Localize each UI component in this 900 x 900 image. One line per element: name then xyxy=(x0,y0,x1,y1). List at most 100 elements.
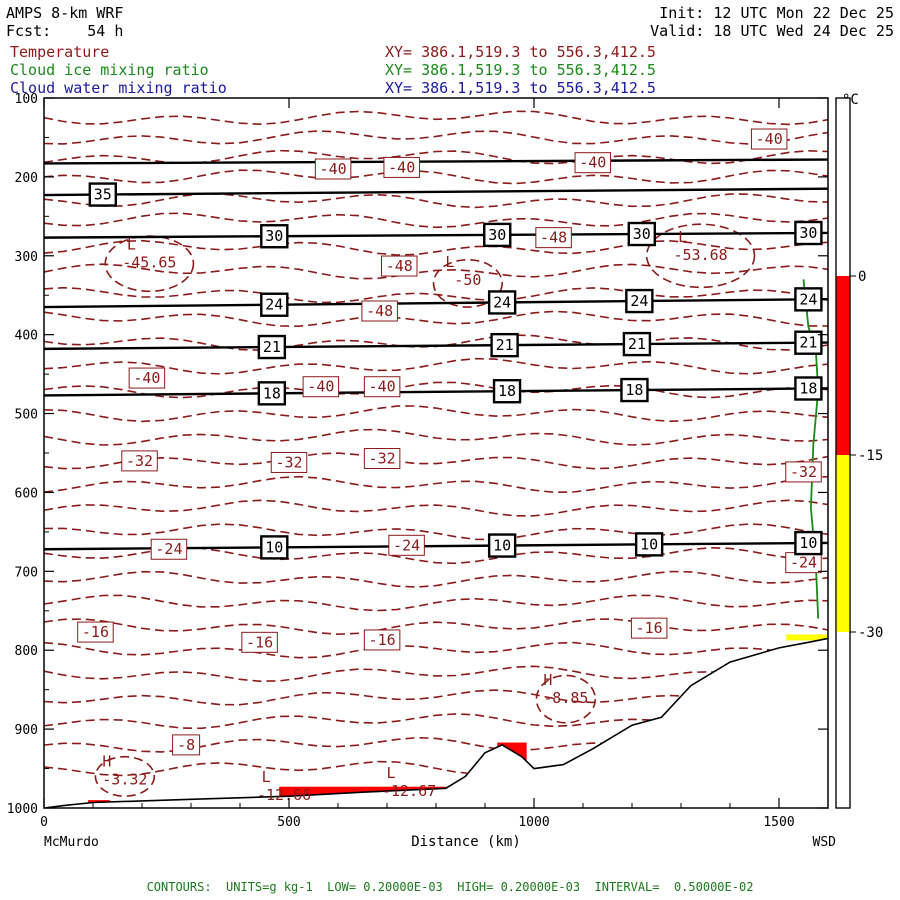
isotherm-loop xyxy=(535,674,597,724)
isotherm-loop xyxy=(645,223,756,289)
solid-contour-label-box xyxy=(622,331,652,357)
isotherm-label: -48 xyxy=(540,229,567,247)
isotherm-label-box xyxy=(535,227,572,249)
isotherm-label-box xyxy=(750,128,788,150)
contour-info: CONTOURS: UNITS=g kg-1 LOW= 0.20000E-03 … xyxy=(146,880,754,894)
solid-contour-label: 18 xyxy=(263,384,281,402)
solid-contour-label-box xyxy=(257,381,287,406)
solid-contour-label: 21 xyxy=(263,338,281,356)
field-name-cloud-ice: Cloud ice mixing ratio xyxy=(10,61,209,79)
extremum-kind: L xyxy=(387,764,396,782)
isotherm-label: -32 xyxy=(275,453,302,471)
isotherm-line xyxy=(44,169,828,185)
isotherm-label: -24 xyxy=(790,554,817,572)
extremum-kind: H xyxy=(543,671,552,689)
solid-contour-label-box xyxy=(260,224,289,249)
solid-contour-label: 30 xyxy=(488,226,506,244)
x-endpoint-right: WSD xyxy=(813,835,837,850)
isotherm-line xyxy=(44,239,828,256)
x-tick-label: 0 xyxy=(40,815,48,830)
terrain-line xyxy=(44,637,828,808)
extremum-value: -53.68 xyxy=(674,246,728,264)
solid-contour-label: 35 xyxy=(94,186,112,204)
colorbar-band-red xyxy=(836,276,850,455)
isotherm-label-box xyxy=(77,621,114,643)
solid-contour-label-box xyxy=(794,530,823,556)
forecast-hour: Fcst: 54 h xyxy=(6,22,124,40)
extremum-value: -45.65 xyxy=(122,254,176,272)
isotherm-line xyxy=(44,310,828,328)
extremum-value: -12.67 xyxy=(382,782,436,800)
isotherm-label-box xyxy=(383,156,420,178)
x-tick-label: 1500 xyxy=(763,815,794,830)
solid-contour-label-box xyxy=(627,221,656,247)
solid-contour-label-box xyxy=(794,287,823,312)
isotherm-line xyxy=(44,110,828,126)
solid-contour-label-box xyxy=(260,292,289,317)
isotherm-label-box xyxy=(361,300,398,322)
isotherm-line xyxy=(44,428,828,446)
isotherm-line xyxy=(44,689,828,706)
solid-contour-label: 18 xyxy=(799,379,817,397)
y-tick-label: 200 xyxy=(15,171,38,186)
solid-contour-label: 24 xyxy=(265,296,283,314)
isotherm-line xyxy=(44,193,828,209)
solid-contour-label: 30 xyxy=(265,227,283,245)
x-endpoint-left: McMurdo xyxy=(44,835,99,850)
isotherm-label: -32 xyxy=(126,452,153,470)
isotherm-label-box xyxy=(363,629,401,651)
solid-contour-line xyxy=(44,297,828,309)
isotherm-label-box xyxy=(785,461,822,483)
field-xy-temperature: XY= 386.1,519.3 to 556.3,412.5 xyxy=(385,43,656,61)
isotherm-label: -40 xyxy=(579,154,606,172)
field-xy-cloud-ice: XY= 386.1,519.3 to 556.3,412.5 xyxy=(385,61,656,79)
isotherm-line xyxy=(44,263,828,280)
solid-contour-label-box xyxy=(88,182,118,207)
isotherm-loop xyxy=(94,755,156,797)
extremum-kind: L xyxy=(445,253,454,271)
solid-contour-label: 30 xyxy=(799,224,817,242)
isotherm-line xyxy=(44,523,828,541)
solid-contour-label-box xyxy=(794,330,823,355)
field-xy-cloud-water: XY= 386.1,519.3 to 556.3,412.5 xyxy=(385,79,656,97)
isotherm-label: -40 xyxy=(369,378,396,396)
isotherm-label: -16 xyxy=(636,619,663,637)
isotherm-line xyxy=(44,405,828,423)
isotherm-label-box xyxy=(241,631,278,653)
solid-contour-line xyxy=(44,341,828,351)
isotherm-label-box xyxy=(302,376,340,398)
isotherm-label: -40 xyxy=(756,130,783,148)
isotherm-line xyxy=(44,286,828,304)
solid-contour-label: 10 xyxy=(493,537,511,555)
solid-contour-label: 10 xyxy=(265,538,283,556)
isotherm-label-box xyxy=(128,367,166,389)
isotherm-label: -16 xyxy=(369,631,396,649)
isotherm-line xyxy=(44,641,828,659)
isotherm-line xyxy=(44,713,828,730)
solid-contour-label-box xyxy=(483,222,512,248)
solid-contour-label: 21 xyxy=(496,336,514,354)
x-tick-label: 1000 xyxy=(518,815,549,830)
isotherm-label-box xyxy=(150,538,188,560)
cloud-ice-shading xyxy=(786,634,828,641)
y-tick-label: 600 xyxy=(15,486,38,501)
y-tick-label: 100 xyxy=(15,92,38,107)
colorbar-tick-label: -30 xyxy=(858,625,883,641)
isotherm-label: -16 xyxy=(82,623,109,641)
field-name-cloud-water: Cloud water mixing ratio xyxy=(10,79,227,97)
solid-contour-line xyxy=(44,387,828,397)
init-time: Init: 12 UTC Mon 22 Dec 25 xyxy=(659,4,894,22)
terrain-fill xyxy=(44,638,828,808)
solid-contour-label: 10 xyxy=(799,534,817,552)
solid-contour-label: 18 xyxy=(498,382,516,400)
solid-contour-label: 30 xyxy=(633,225,651,243)
isotherm-line xyxy=(44,594,828,612)
solid-contour-label-box xyxy=(487,290,517,315)
plot-interior xyxy=(44,110,828,808)
isotherm-label-box xyxy=(381,255,418,277)
solid-contour-label: 10 xyxy=(640,535,658,553)
solid-contour-label-box xyxy=(625,288,654,314)
extremum-kind: H xyxy=(102,752,111,770)
isotherm-label-box xyxy=(574,152,612,174)
extremum-kind: L xyxy=(678,228,687,246)
